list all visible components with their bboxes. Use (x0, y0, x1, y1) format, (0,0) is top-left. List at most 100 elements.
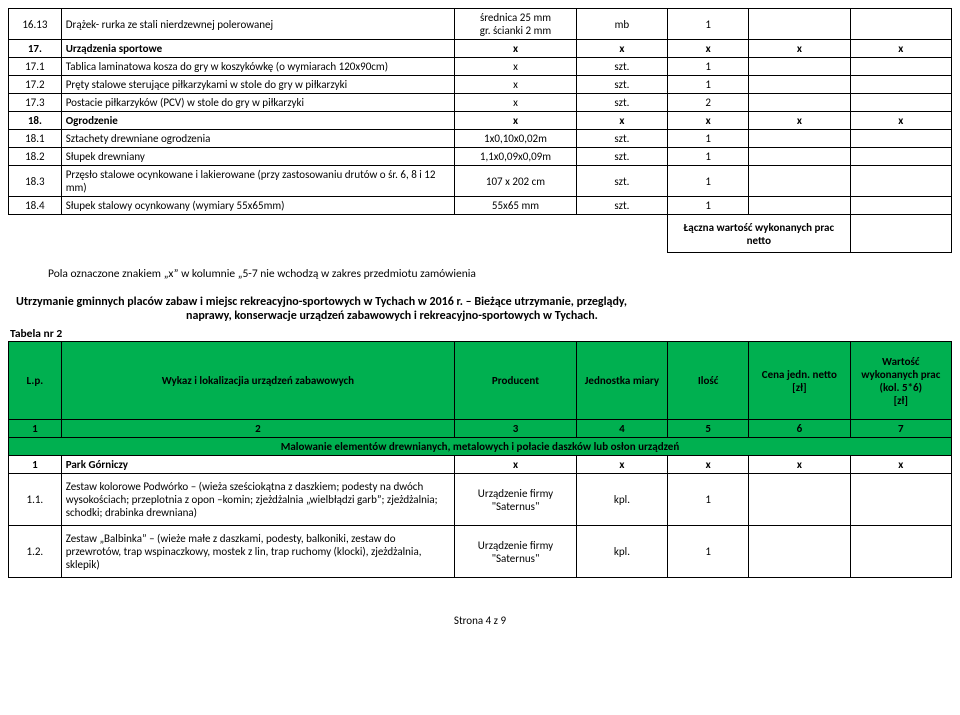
cell (850, 58, 951, 76)
hdr-qty: Ilość (668, 342, 749, 420)
num-1: 1 (9, 420, 62, 438)
cell: szt. (576, 94, 667, 112)
table-2: L.p. Wykaz i lokalizacjia urządzeń zabaw… (8, 341, 952, 578)
hdr-lp: L.p. (9, 342, 62, 420)
cell: x (455, 456, 577, 474)
cell: Urządzenia sportowe (61, 40, 454, 58)
cell (850, 9, 951, 40)
hdr-desc: Wykaz i lokalizacjia urządzeń zabawowych (61, 342, 454, 420)
cell (749, 58, 850, 76)
table-row: 17.1Tablica laminatowa kosza do gry w ko… (9, 58, 952, 76)
cell: 1 (668, 197, 749, 215)
cell: 1,1x0,09x0,09m (455, 148, 577, 166)
cell: x (455, 58, 577, 76)
cell: x (576, 112, 667, 130)
cell: 18.3 (9, 166, 62, 197)
cell (749, 526, 850, 578)
cell (850, 474, 951, 526)
cell: x (850, 40, 951, 58)
cell: kpl. (576, 526, 667, 578)
table-2-numrow: 1 2 3 4 5 6 7 (9, 420, 952, 438)
cell: szt. (576, 148, 667, 166)
cell: 1.1. (9, 474, 62, 526)
table-1: 16.13Drążek- rurka ze stali nierdzewnej … (8, 8, 952, 253)
hdr-val: Wartość wykonanych prac (kol. 5*6) [zł] (850, 342, 951, 420)
table-row: 18.2Słupek drewniany1,1x0,09x0,09mszt.1 (9, 148, 952, 166)
cell: x (455, 94, 577, 112)
cell: x (455, 76, 577, 94)
cell: Urządzenie firmy "Saternus" (455, 474, 577, 526)
cell (749, 474, 850, 526)
cell: 18. (9, 112, 62, 130)
cell: x (749, 112, 850, 130)
hdr-prod: Producent (455, 342, 577, 420)
cell (749, 130, 850, 148)
cell (850, 76, 951, 94)
table-row: 17.Urządzenia sportowexxxxx (9, 40, 952, 58)
table-row: 16.13Drążek- rurka ze stali nierdzewnej … (9, 9, 952, 40)
cell (749, 76, 850, 94)
cell: 1 (668, 130, 749, 148)
cell (749, 148, 850, 166)
table-row: 18.1Sztachety drewniane ogrodzenia1x0,10… (9, 130, 952, 148)
section-heading: Utrzymanie gminnych placów zabaw i miejs… (16, 295, 952, 323)
cell: x (850, 112, 951, 130)
cell: mb (576, 9, 667, 40)
cell: 16.13 (9, 9, 62, 40)
heading-line-1: Utrzymanie gminnych placów zabaw i miejs… (16, 295, 952, 309)
cell: 17.1 (9, 58, 62, 76)
cell: 2 (668, 94, 749, 112)
cell: szt. (576, 130, 667, 148)
cell: 1 (668, 166, 749, 197)
cell: szt. (576, 76, 667, 94)
table-2-header: L.p. Wykaz i lokalizacjia urządzeń zabaw… (9, 342, 952, 420)
cell: kpl. (576, 474, 667, 526)
table-row: 17.2Pręty stalowe sterujące piłkarzykami… (9, 76, 952, 94)
cell: 1 (668, 58, 749, 76)
table-row: 1.1.Zestaw kolorowe Podwórko – (wieża sz… (9, 474, 952, 526)
table-row: 1Park Górniczyxxxxx (9, 456, 952, 474)
cell: Ogrodzenie (61, 112, 454, 130)
cell: 18.2 (9, 148, 62, 166)
cell: szt. (576, 58, 667, 76)
cell: 1 (668, 9, 749, 40)
num-3: 3 (455, 420, 577, 438)
num-7: 7 (850, 420, 951, 438)
cell: 17.2 (9, 76, 62, 94)
cell: szt. (576, 166, 667, 197)
cell: Sztachety drewniane ogrodzenia (61, 130, 454, 148)
section-title: Malowanie elementów drewnianych, metalow… (9, 438, 952, 456)
cell (850, 526, 951, 578)
cell: Tablica laminatowa kosza do gry w koszyk… (61, 58, 454, 76)
cell (749, 166, 850, 197)
note-text: Pola oznaczone znakiem „x” w kolumnie „5… (48, 267, 952, 281)
cell (749, 197, 850, 215)
cell: x (576, 40, 667, 58)
cell: x (749, 40, 850, 58)
cell: Zestaw „Balbinka” – (wieże małe z daszka… (61, 526, 454, 578)
cell: x (668, 112, 749, 130)
cell: szt. (576, 197, 667, 215)
cell: x (455, 40, 577, 58)
cell: x (749, 456, 850, 474)
tabela-label: Tabela nr 2 (10, 327, 952, 341)
cell: Pręty stalowe sterujące piłkarzykami w s… (61, 76, 454, 94)
cell: 18.4 (9, 197, 62, 215)
cell: 1 (668, 76, 749, 94)
cell (850, 197, 951, 215)
cell: Słupek drewniany (61, 148, 454, 166)
heading-line-2: naprawy, konserwacje urządzeń zabawowych… (186, 309, 952, 323)
table-2-section: Malowanie elementów drewnianych, metalow… (9, 438, 952, 456)
cell: Zestaw kolorowe Podwórko – (wieża sześci… (61, 474, 454, 526)
cell: Postacie piłkarzyków (PCV) w stole do gr… (61, 94, 454, 112)
hdr-unit: Jednostka miary (576, 342, 667, 420)
cell: x (850, 456, 951, 474)
cell: x (668, 456, 749, 474)
cell: 1.2. (9, 526, 62, 578)
cell (850, 130, 951, 148)
cell: 1 (668, 526, 749, 578)
cell (749, 9, 850, 40)
cell: Drążek- rurka ze stali nierdzewnej poler… (61, 9, 454, 40)
cell: 18.1 (9, 130, 62, 148)
cell: Urządzenie firmy "Saternus" (455, 526, 577, 578)
